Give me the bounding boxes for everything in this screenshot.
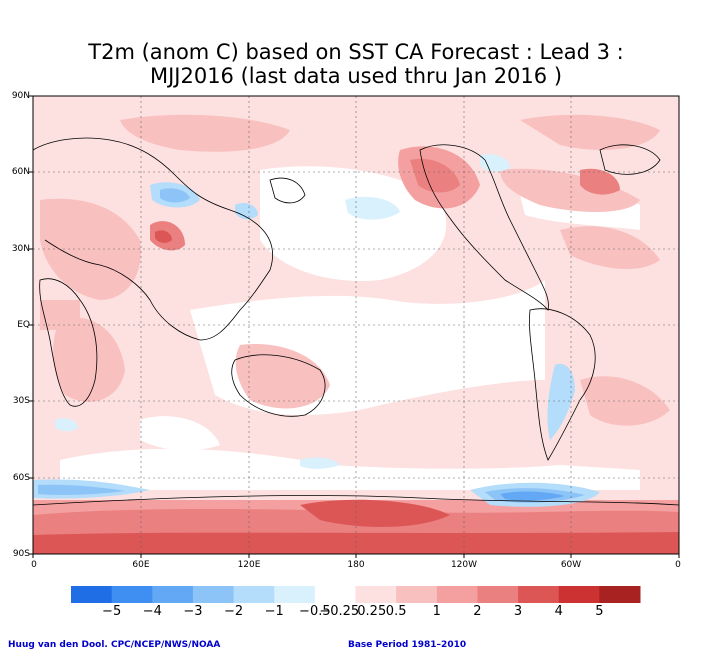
colorbar-swatch [71, 586, 113, 603]
colorbar-label: −0.5 [299, 604, 331, 619]
coastlines [33, 137, 679, 506]
colorbar-swatch [274, 586, 316, 603]
colorbar-swatch [111, 586, 153, 603]
lon-label-120e: 120E [237, 560, 261, 570]
colorbar-label: −4 [142, 604, 162, 619]
colorbar [71, 586, 641, 603]
colorbar-label: −5 [102, 604, 122, 619]
map-title-line1: T2m (anom C) based on SST CA Forecast : … [88, 40, 624, 64]
lat-label-90s: 90S [12, 549, 30, 559]
colorbar-label: 0.25 [357, 604, 387, 619]
lon-label-0-east: 0 [675, 560, 681, 570]
colorbar-swatch [599, 586, 641, 603]
colorbar-swatch [314, 586, 356, 603]
colorbar-swatch [518, 586, 560, 603]
lon-label-120w: 120W [450, 560, 478, 570]
lat-label-30n: 30N [11, 244, 30, 254]
colorbar-swatch [192, 586, 235, 603]
colorbar-swatch [355, 586, 397, 603]
map-fill [33, 96, 679, 554]
colorbar-swatch [477, 586, 519, 603]
colorbar-swatch [436, 586, 478, 603]
graticule [33, 96, 679, 554]
colorbar-label: −1 [264, 604, 284, 619]
lon-label-60w: 60W [560, 560, 582, 570]
axis-ticks [29, 95, 680, 558]
colorbar-label: 4 [554, 604, 563, 619]
lat-label-60s: 60S [12, 473, 30, 483]
colorbar-label: 1 [432, 604, 441, 619]
colorbar-swatch [396, 586, 438, 603]
lat-label-30s: 30S [12, 396, 30, 406]
colorbar-swatch [152, 586, 194, 603]
colorbar-swatch [233, 586, 275, 603]
colorbar-swatch [558, 586, 600, 603]
credit-author: Huug van den Dool. CPC/NCEP/NWS/NOAA [8, 640, 221, 650]
lat-label-eq: EQ [17, 320, 30, 330]
lon-label-180: 180 [347, 560, 365, 570]
colorbar-label: −3 [183, 604, 203, 619]
colorbar-label: 3 [513, 604, 523, 619]
colorbar-label: −2 [223, 604, 244, 619]
lat-label-60n: 60N [11, 167, 30, 177]
lon-label-0: 0 [31, 560, 37, 570]
credit-base-period: Base Period 1981–2010 [348, 640, 467, 650]
lon-label-60e: 60E [132, 560, 150, 570]
lat-label-90n: 90N [11, 91, 30, 101]
map-title-line2: MJJ2016 (last data used thru Jan 2016 ) [149, 64, 563, 88]
colorbar-label: 0.5 [385, 604, 407, 619]
colorbar-label: −0.25 [319, 604, 360, 619]
colorbar-label: 2 [473, 604, 482, 619]
colorbar-label: 5 [595, 604, 604, 619]
